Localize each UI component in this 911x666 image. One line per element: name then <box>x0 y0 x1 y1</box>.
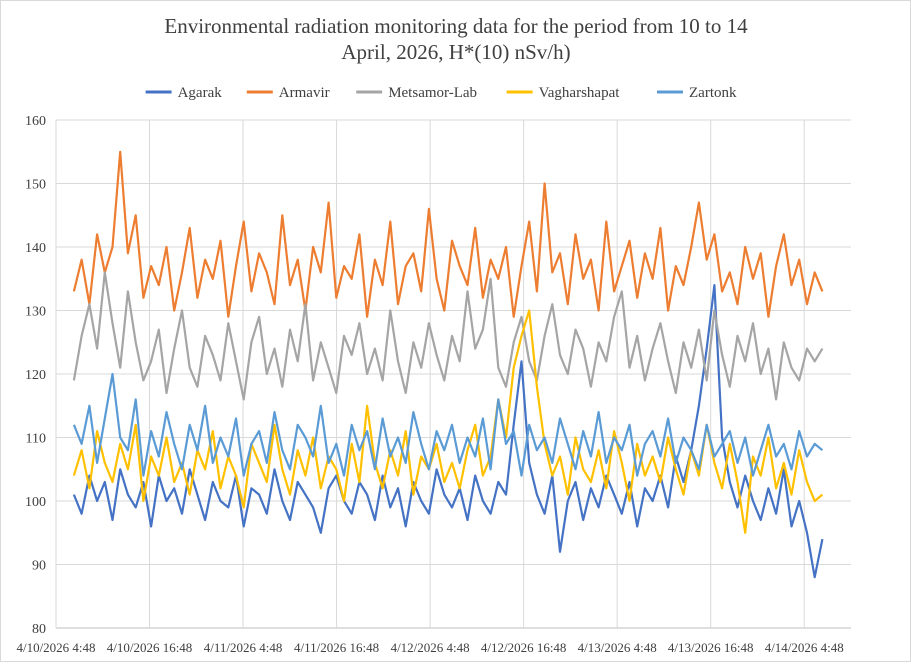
legend-label: Armavir <box>279 85 330 101</box>
x-tick-label: 4/10/2026 16:48 <box>107 640 193 655</box>
y-tick-label: 130 <box>25 305 46 320</box>
series-line-vagharshapat <box>72 309 824 534</box>
x-tick-label: 4/13/2026 16:48 <box>668 640 754 655</box>
chart-title-line2: April, 2026, H*(10) nSv/h) <box>341 40 570 64</box>
x-tick-label: 4/11/2026 4:48 <box>204 640 283 655</box>
legend-label: Agarak <box>178 85 223 101</box>
y-axis: 80 90 100 110 120 130 140 150 160 <box>25 114 46 637</box>
legend-item-agarak: Agarak <box>145 85 223 101</box>
series-line-armavir <box>72 150 824 318</box>
x-tick-label: 4/10/2026 4:48 <box>16 640 95 655</box>
y-tick-label: 90 <box>32 559 46 574</box>
legend-item-metsamor-lab: Metsamor-Lab <box>356 85 477 101</box>
y-tick-label: 100 <box>25 495 46 510</box>
chart-title-line1: Environmental radiation monitoring data … <box>164 14 748 38</box>
series-line-metsamor-lab <box>72 271 824 401</box>
legend-label: Zartonk <box>689 85 737 101</box>
legend: Agarak Armavir Metsamor-Lab Vagharshapat Zar… <box>145 85 737 101</box>
legend-item-vagharshapat: Vagharshapat <box>506 85 621 101</box>
series-lines <box>72 150 824 579</box>
series-line-agarak <box>72 284 824 579</box>
y-tick-label: 120 <box>25 368 46 383</box>
y-tick-label: 140 <box>25 241 46 256</box>
y-tick-label: 110 <box>26 432 46 447</box>
y-tick-label: 80 <box>32 622 46 637</box>
y-tick-label: 160 <box>25 114 46 129</box>
y-tick-label: 150 <box>25 178 46 193</box>
legend-label: Metsamor-Lab <box>388 85 477 101</box>
legend-item-zartonk: Zartonk <box>657 85 737 101</box>
gridlines <box>55 119 851 629</box>
series-line-zartonk <box>72 372 824 477</box>
x-axis: 4/10/2026 4:48 4/10/2026 16:48 4/11/2026 4… <box>16 640 843 655</box>
x-tick-label: 4/12/2026 4:48 <box>391 640 470 655</box>
legend-label: Vagharshapat <box>539 85 621 101</box>
x-tick-label: 4/13/2026 4:48 <box>578 640 657 655</box>
x-tick-label: 4/12/2026 16:48 <box>481 640 567 655</box>
x-tick-label: 4/14/2026 4:48 <box>765 640 844 655</box>
x-tick-label: 4/11/2026 16:48 <box>294 640 379 655</box>
legend-item-armavir: Armavir <box>246 85 330 101</box>
